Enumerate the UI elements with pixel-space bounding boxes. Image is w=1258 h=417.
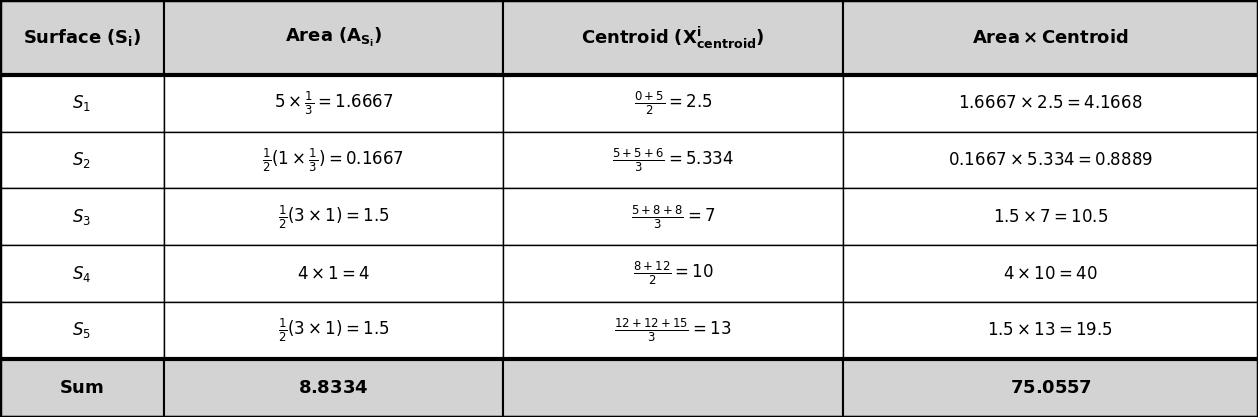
Bar <box>0 75 164 132</box>
Bar <box>503 132 843 188</box>
Text: $\mathbf{Area\ (A_{S_i})}$: $\mathbf{Area\ (A_{S_i})}$ <box>284 26 382 49</box>
Text: $\frac{12+12+15}{3} = 13$: $\frac{12+12+15}{3} = 13$ <box>614 317 732 344</box>
Bar <box>0 132 164 188</box>
Bar <box>164 75 503 132</box>
Bar <box>503 245 843 302</box>
Text: $S_3$: $S_3$ <box>72 207 92 227</box>
Text: $\frac{1}{2}(3 \times 1) = 1.5$: $\frac{1}{2}(3 \times 1) = 1.5$ <box>278 203 389 231</box>
Text: $\frac{0+5}{2} = 2.5$: $\frac{0+5}{2} = 2.5$ <box>634 90 712 117</box>
Bar <box>164 0 503 75</box>
Text: $\frac{1}{2}(3 \times 1) = 1.5$: $\frac{1}{2}(3 \times 1) = 1.5$ <box>278 317 389 344</box>
Bar <box>503 75 843 132</box>
Bar <box>843 188 1258 245</box>
Text: $S_4$: $S_4$ <box>72 264 92 284</box>
Bar <box>843 302 1258 359</box>
Text: $0.1667 \times 5.334 = 0.8889$: $0.1667 \times 5.334 = 0.8889$ <box>949 151 1152 169</box>
Bar <box>843 132 1258 188</box>
Text: $S_2$: $S_2$ <box>73 150 91 170</box>
Bar <box>164 302 503 359</box>
Bar <box>503 188 843 245</box>
Text: $\mathbf{Sum}$: $\mathbf{Sum}$ <box>59 379 104 397</box>
Bar <box>843 359 1258 417</box>
Bar <box>164 188 503 245</box>
Bar <box>503 359 843 417</box>
Text: $\frac{1}{2}(1 \times \frac{1}{3}) = 0.1667$: $\frac{1}{2}(1 \times \frac{1}{3}) = 0.1… <box>263 146 404 174</box>
Text: $1.6667 \times 2.5 = 4.1668$: $1.6667 \times 2.5 = 4.1668$ <box>959 94 1142 113</box>
Bar <box>503 302 843 359</box>
Bar <box>0 188 164 245</box>
Text: $\mathbf{75.0557}$: $\mathbf{75.0557}$ <box>1009 379 1092 397</box>
Text: $1.5 \times 13 = 19.5$: $1.5 \times 13 = 19.5$ <box>988 321 1113 339</box>
Text: $1.5 \times 7 = 10.5$: $1.5 \times 7 = 10.5$ <box>993 208 1108 226</box>
Text: $5 \times \frac{1}{3} = 1.6667$: $5 \times \frac{1}{3} = 1.6667$ <box>273 90 394 117</box>
Text: $\frac{5+8+8}{3} = 7$: $\frac{5+8+8}{3} = 7$ <box>630 203 716 231</box>
Bar <box>0 245 164 302</box>
Bar <box>164 359 503 417</box>
Bar <box>0 302 164 359</box>
Bar <box>0 359 164 417</box>
Text: $S_5$: $S_5$ <box>72 320 92 340</box>
Text: $\mathbf{Centroid\ (X^i_{centroid})}$: $\mathbf{Centroid\ (X^i_{centroid})}$ <box>581 25 765 50</box>
Bar <box>843 0 1258 75</box>
Bar <box>164 245 503 302</box>
Text: $S_1$: $S_1$ <box>72 93 92 113</box>
Text: $\frac{8+12}{2} = 10$: $\frac{8+12}{2} = 10$ <box>633 260 713 287</box>
Bar <box>0 0 164 75</box>
Text: $\mathbf{Area \times Centroid}$: $\mathbf{Area \times Centroid}$ <box>972 28 1128 47</box>
Text: $\mathbf{8.8334}$: $\mathbf{8.8334}$ <box>298 379 369 397</box>
Text: $4 \times 1 = 4$: $4 \times 1 = 4$ <box>297 264 370 283</box>
Text: $4 \times 10 = 40$: $4 \times 10 = 40$ <box>1003 264 1098 283</box>
Text: $\frac{5+5+6}{3} = 5.334$: $\frac{5+5+6}{3} = 5.334$ <box>613 146 733 174</box>
Bar <box>503 0 843 75</box>
Bar <box>843 75 1258 132</box>
Bar <box>164 132 503 188</box>
Text: $\mathbf{Surface\ (S_i)}$: $\mathbf{Surface\ (S_i)}$ <box>23 27 141 48</box>
Bar <box>843 245 1258 302</box>
